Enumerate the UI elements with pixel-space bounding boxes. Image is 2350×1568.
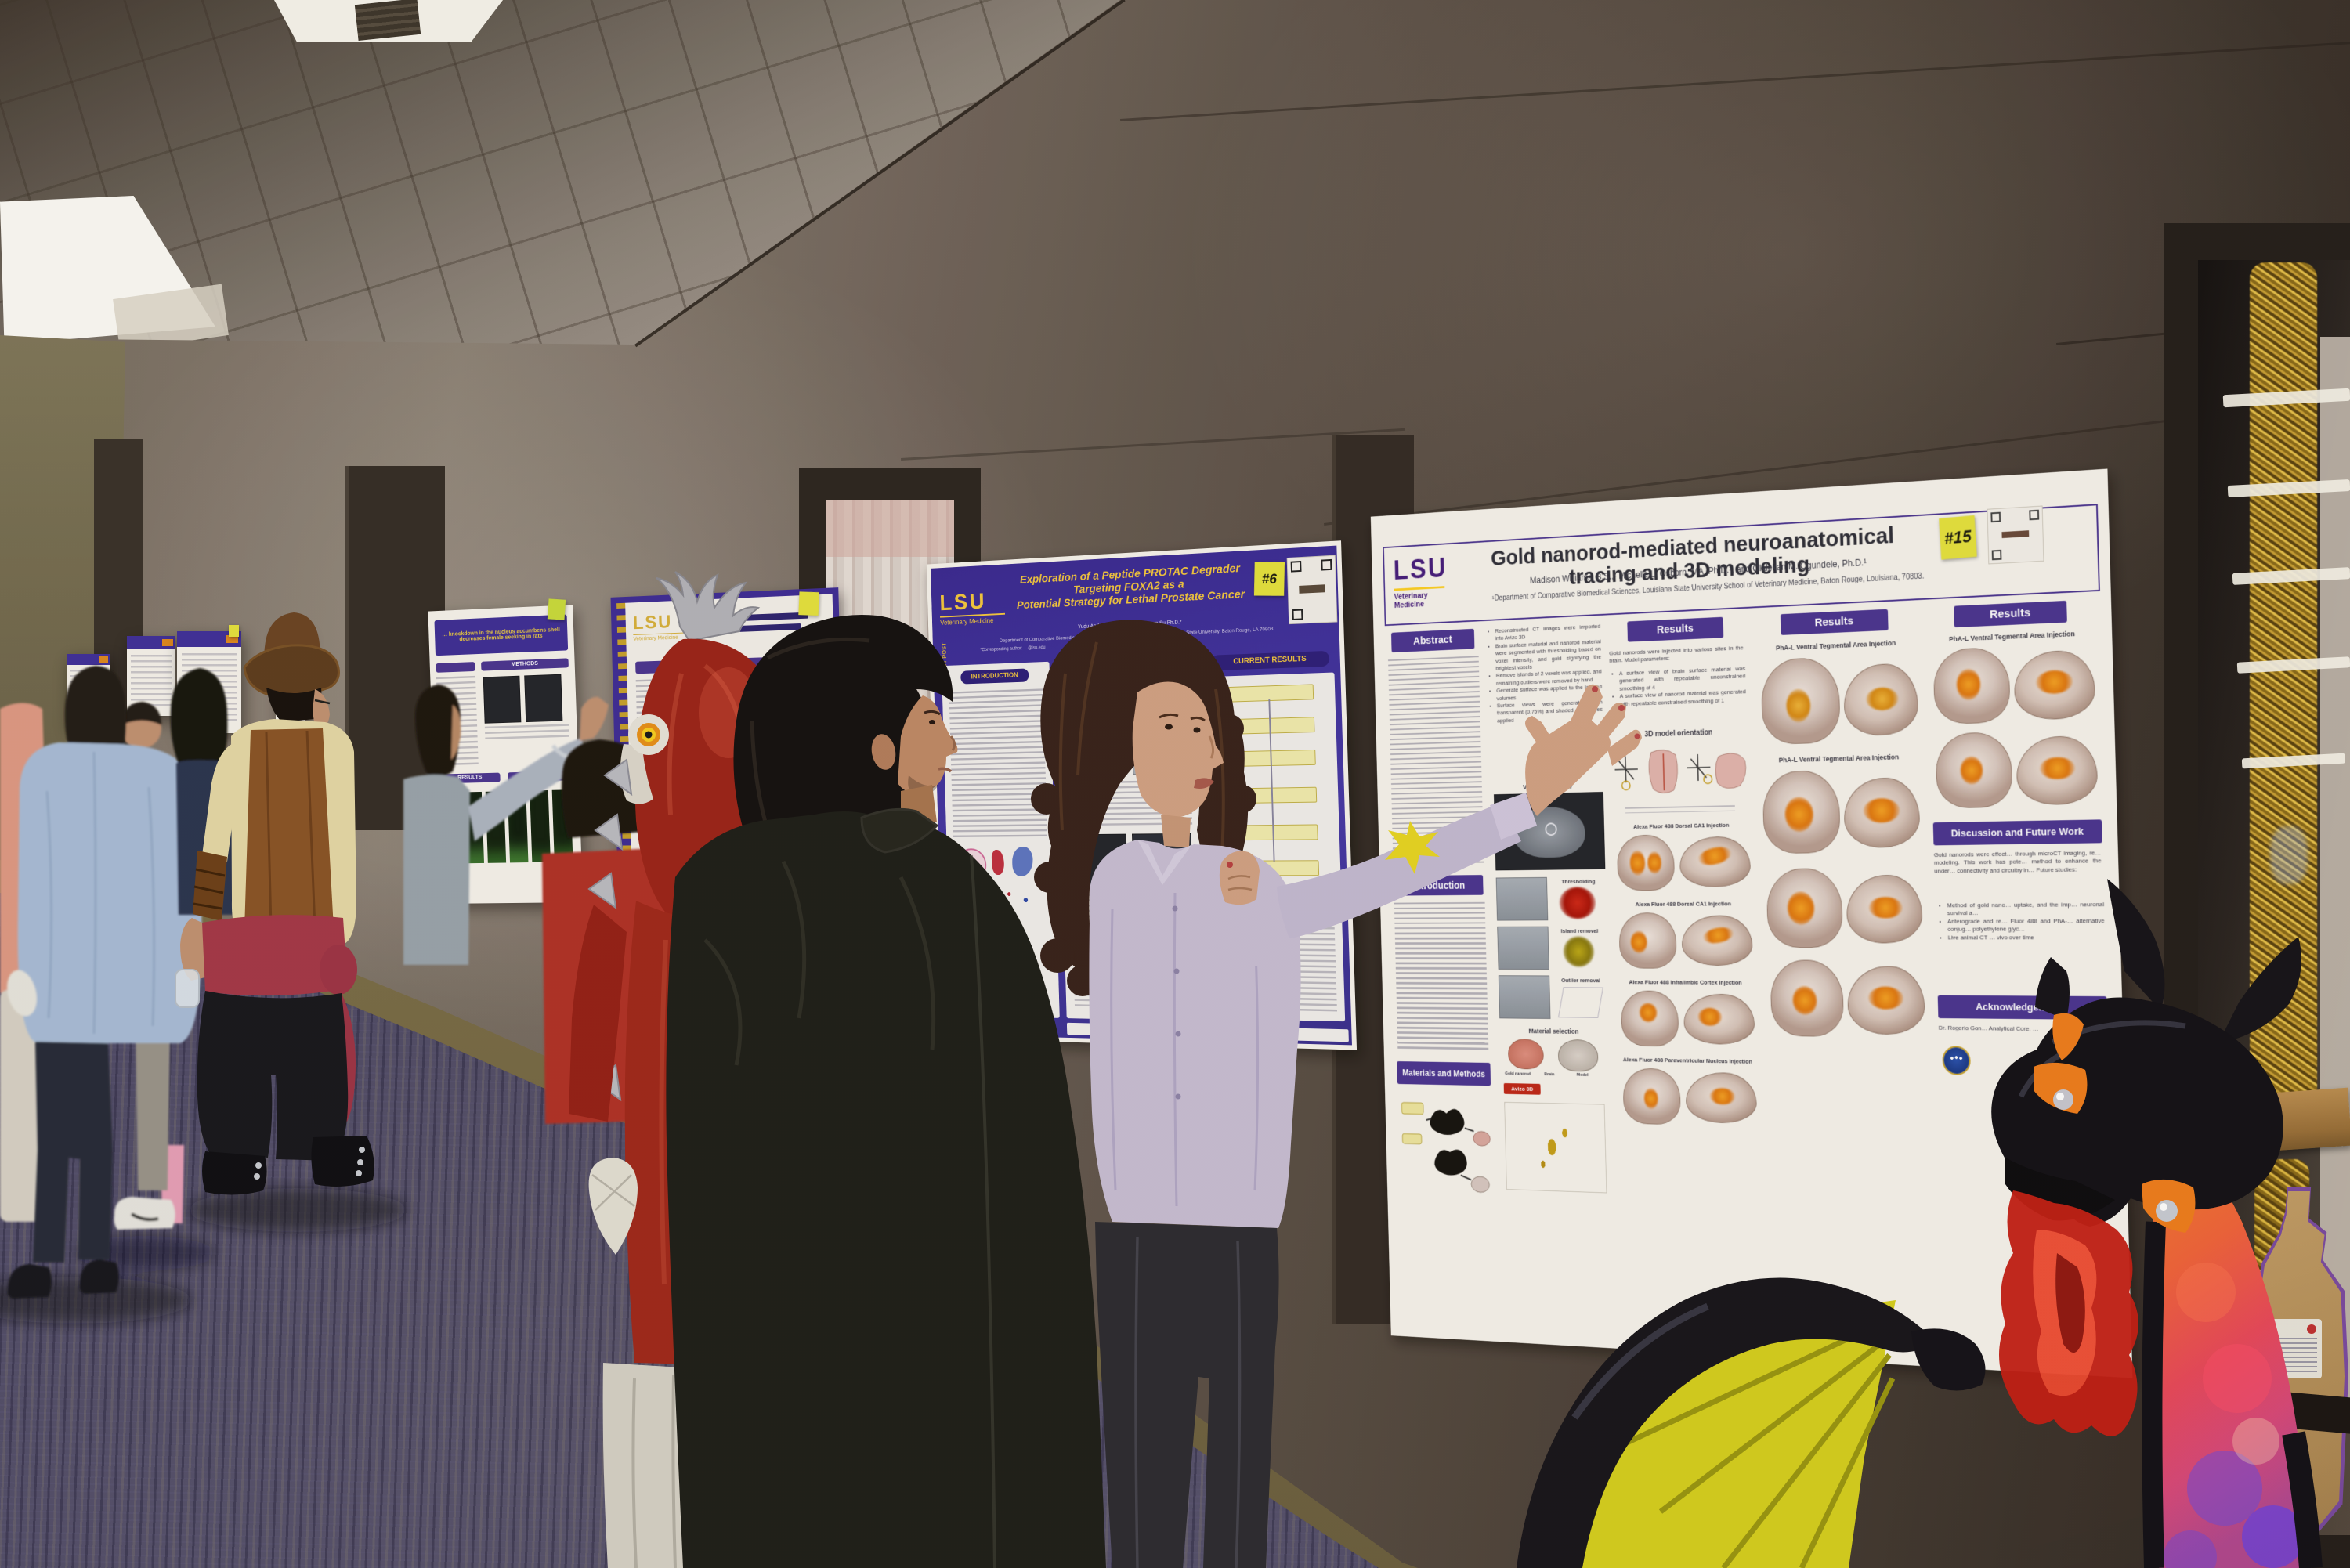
pointing-arm-sleeve (468, 738, 589, 841)
shirt (17, 742, 202, 1043)
pants-creases (631, 1374, 677, 1568)
raised-arm-sleeve (1277, 802, 1521, 938)
dragon-flame (1999, 1190, 2138, 1436)
shirt-collar (1137, 840, 1192, 885)
jacket-seam (970, 854, 996, 1568)
lips (938, 767, 953, 773)
gesture-forearm (1220, 896, 1261, 966)
white-sneaker (114, 1197, 175, 1230)
poster-accent (162, 639, 173, 646)
person-peach-pants (0, 990, 42, 1222)
fingernail (1227, 862, 1233, 868)
spread-fingers (1525, 684, 1642, 766)
nose (1208, 735, 1215, 759)
pointing-hand (580, 696, 609, 741)
sleeve-cuff (1490, 793, 1537, 840)
dragon-arm (1517, 1277, 1986, 1568)
paper-in-hand (7, 970, 37, 1017)
pants (33, 1042, 113, 1263)
eye (929, 720, 935, 724)
curled-fingers (1227, 875, 1253, 891)
fingernails (1592, 686, 1640, 739)
person-pirate-costume (175, 612, 374, 1195)
dragon-horn (2107, 879, 2165, 1010)
dragon-horn (2218, 937, 2301, 1043)
poster-accent (99, 656, 108, 663)
dragon-ear (2035, 957, 2070, 1020)
yellow-splat-sticker (1385, 821, 1440, 874)
hair (733, 615, 953, 862)
pants-creases (1134, 1237, 1242, 1568)
leather-bracer (193, 851, 227, 921)
dragon-eye-pupil (2156, 1200, 2178, 1222)
charcoal-pants (1095, 1222, 1279, 1568)
neck (1161, 815, 1191, 847)
neck-glow-lights (2164, 1263, 2305, 1568)
sash-knot (320, 945, 357, 995)
shirt-folds (45, 751, 156, 1035)
dragon-eye-crescent (2052, 1013, 2084, 1060)
boot (202, 1151, 267, 1195)
person-foreground-man (666, 615, 1106, 1568)
sleeve (202, 744, 237, 862)
cowboy-hat-brim (243, 644, 340, 697)
torso (403, 775, 470, 965)
shoe (7, 1264, 52, 1299)
open-lips (1194, 778, 1214, 789)
dragon-eye-pupil (2053, 1089, 2073, 1110)
distant-poster (127, 636, 175, 716)
ear (871, 734, 896, 770)
dragon-eye-pupil (645, 731, 653, 739)
dragon-wing-yellow (1560, 1300, 1896, 1568)
hair-highlights (1058, 641, 1225, 854)
vest-seams (265, 730, 316, 929)
sticky-note (229, 625, 239, 637)
person-presenter-woman (1031, 620, 1642, 1568)
hair (64, 666, 126, 753)
eyebrow (924, 710, 941, 716)
dragon-horns (656, 571, 761, 642)
person-light-blue-shirt (7, 666, 202, 1299)
label-dot (2307, 1324, 2316, 1334)
hair (266, 688, 322, 722)
nose-edge (949, 735, 956, 751)
baggy-pants (197, 991, 349, 1161)
red-sash (202, 915, 348, 996)
boot-buckles (254, 1147, 365, 1180)
water-bottle (175, 969, 200, 1008)
poster-accent (226, 635, 238, 643)
sneaker-swoosh (130, 1212, 159, 1222)
person-distant-presenter (403, 685, 609, 965)
dark-jacket (666, 811, 1106, 1568)
face-edge (451, 705, 461, 760)
dragon-eye-crescent (2034, 1062, 2088, 1114)
distant-hair (121, 702, 161, 725)
hand (180, 918, 208, 981)
poster-header-strip (177, 631, 241, 647)
eye (1165, 724, 1173, 730)
bracer-straps (193, 868, 226, 910)
jacket-collar (860, 807, 939, 854)
dragon-head (1991, 879, 2301, 1233)
hair (415, 685, 461, 778)
glasses (314, 699, 331, 705)
shirt-buttons (1172, 905, 1181, 1100)
pouch-quilting (591, 1173, 635, 1211)
far-room-wall (2320, 337, 2350, 1433)
hair (170, 668, 228, 764)
poster-text-lines (131, 655, 172, 708)
shoe (79, 1259, 119, 1294)
eye (1193, 727, 1201, 733)
dragon-neck (2142, 1120, 2323, 1568)
hair-sheen (750, 637, 870, 831)
eyebrow (1159, 713, 1206, 722)
dragon-sleeve (569, 905, 627, 1122)
jacket-wrinkles (703, 860, 936, 1066)
blue-sparkle-reflection (2270, 826, 2308, 884)
